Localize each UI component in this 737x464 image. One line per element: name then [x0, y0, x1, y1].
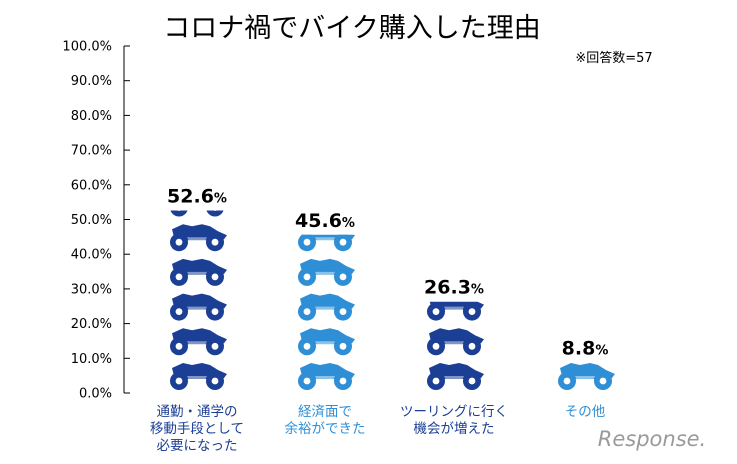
motorcycle-icon	[170, 224, 227, 252]
chart-title: コロナ禍でバイク購入した理由	[163, 13, 540, 44]
category-label-line: ツーリングに行く	[400, 404, 508, 420]
bar	[558, 363, 615, 390]
category-label: 通勤・通学の移動手段として必要になった	[150, 404, 244, 454]
data-label: 45.6%	[295, 210, 355, 232]
motorcycle-icon	[170, 328, 227, 356]
category-label: その他	[565, 404, 606, 420]
category-label: ツーリングに行く機会が増えた	[400, 404, 508, 437]
motorcycle-icon	[298, 328, 355, 356]
x-axis-categories: 通勤・通学の移動手段として必要になった 経済面で余裕ができた ツーリングに行く機会が…	[150, 404, 605, 454]
y-tick-label: 50.0%	[71, 213, 112, 228]
bar	[170, 210, 227, 390]
category-label-line: 必要になった	[157, 438, 238, 454]
response-logo: Response.	[598, 427, 706, 451]
bar	[427, 301, 484, 390]
data-label-unit: %	[214, 191, 227, 206]
motorcycle-icon	[558, 363, 615, 390]
y-tick-label: 30.0%	[71, 282, 112, 297]
y-tick-label: 40.0%	[71, 248, 112, 263]
bars	[170, 210, 615, 390]
y-tick-label: 90.0%	[71, 74, 112, 89]
y-tick-label: 70.0%	[71, 144, 112, 159]
motorcycle-icon	[298, 258, 355, 286]
motorcycle-icon	[170, 293, 227, 321]
data-label: 26.3%	[424, 277, 484, 299]
category-label-line: 通勤・通学の	[157, 404, 238, 420]
category-label-line: 機会が増えた	[414, 421, 495, 437]
motorcycle-icon	[427, 328, 484, 356]
bar	[298, 234, 355, 390]
data-labels: 52.6%45.6%26.3%8.8%	[167, 185, 608, 359]
y-tick-label: 100.0%	[62, 40, 112, 55]
data-label-value: 45.6	[295, 210, 342, 232]
motorcycle-icon	[170, 210, 224, 217]
y-tick-label: 10.0%	[71, 352, 112, 367]
motorcycle-icon	[298, 363, 355, 390]
motorcycle-icon	[298, 234, 355, 252]
data-label-value: 8.8	[562, 337, 596, 359]
y-axis: 0.0% 10.0% 20.0% 30.0% 40.0% 50.0% 60.0% 70.0% 8…	[62, 40, 130, 402]
category-label-line: その他	[565, 404, 606, 420]
motorcycle-icon	[170, 258, 227, 286]
data-label-unit: %	[342, 216, 355, 231]
data-label-unit: %	[471, 283, 484, 298]
data-label-value: 26.3	[424, 277, 471, 299]
data-label-value: 52.6	[167, 185, 214, 207]
category-label: 経済面で余裕ができた	[285, 404, 366, 437]
y-tick-label: 60.0%	[71, 178, 112, 193]
data-label: 52.6%	[167, 185, 227, 207]
motorcycle-icon	[298, 293, 355, 321]
motorcycle-icon	[427, 301, 484, 321]
motorcycle-icon	[427, 363, 484, 390]
y-tick-label: 80.0%	[71, 109, 112, 124]
category-label-line: 経済面で	[298, 404, 352, 420]
respondent-note: ※回答数=57	[575, 50, 652, 66]
motorcycle-icon	[170, 363, 227, 390]
data-label: 8.8%	[562, 337, 609, 359]
data-label-unit: %	[595, 343, 608, 358]
y-tick-label: 0.0%	[79, 387, 112, 402]
category-label-line: 移動手段として	[150, 421, 244, 437]
y-tick-label: 20.0%	[71, 317, 112, 332]
category-label-line: 余裕ができた	[285, 420, 366, 437]
